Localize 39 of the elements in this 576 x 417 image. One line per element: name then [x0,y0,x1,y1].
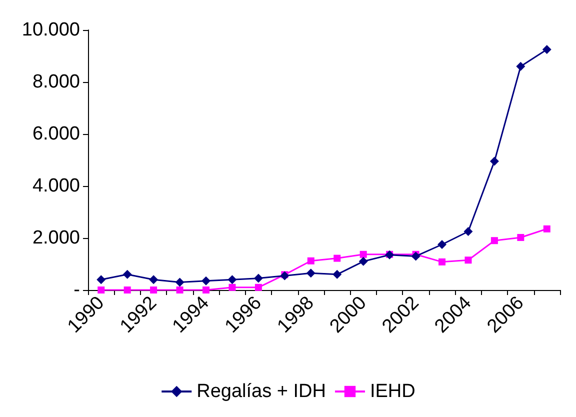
y-tick-label: - [74,280,80,300]
point [464,227,473,236]
point [176,286,184,294]
point [490,156,499,166]
point [438,258,446,266]
point [332,270,342,279]
y-tick-label: 8.000 [32,72,80,92]
point [542,45,552,54]
point [96,275,106,284]
legend-label: IEHD [370,381,416,402]
point [254,274,263,283]
point [334,254,341,262]
point [228,284,236,291]
y-tick-label: 4.000 [32,176,80,196]
point [360,250,367,258]
point [306,268,316,278]
point [254,284,262,291]
point [543,225,550,232]
point [122,270,132,279]
point [517,234,524,241]
point [202,276,210,286]
point [438,240,446,249]
point [124,286,131,294]
point [228,275,237,284]
point [490,237,498,244]
point [175,278,184,287]
point [516,62,526,71]
y-tick-label: 2.000 [32,228,80,248]
legend-label: Regalías + IDH [196,381,326,402]
point [202,286,210,294]
point [307,257,314,264]
point [98,286,105,294]
y-tick-label: 10.000 [22,20,80,40]
point [464,256,472,264]
y-tick-label: 6.000 [32,124,80,144]
point [149,275,158,284]
point [358,256,368,266]
point [150,286,158,294]
point [411,252,420,261]
